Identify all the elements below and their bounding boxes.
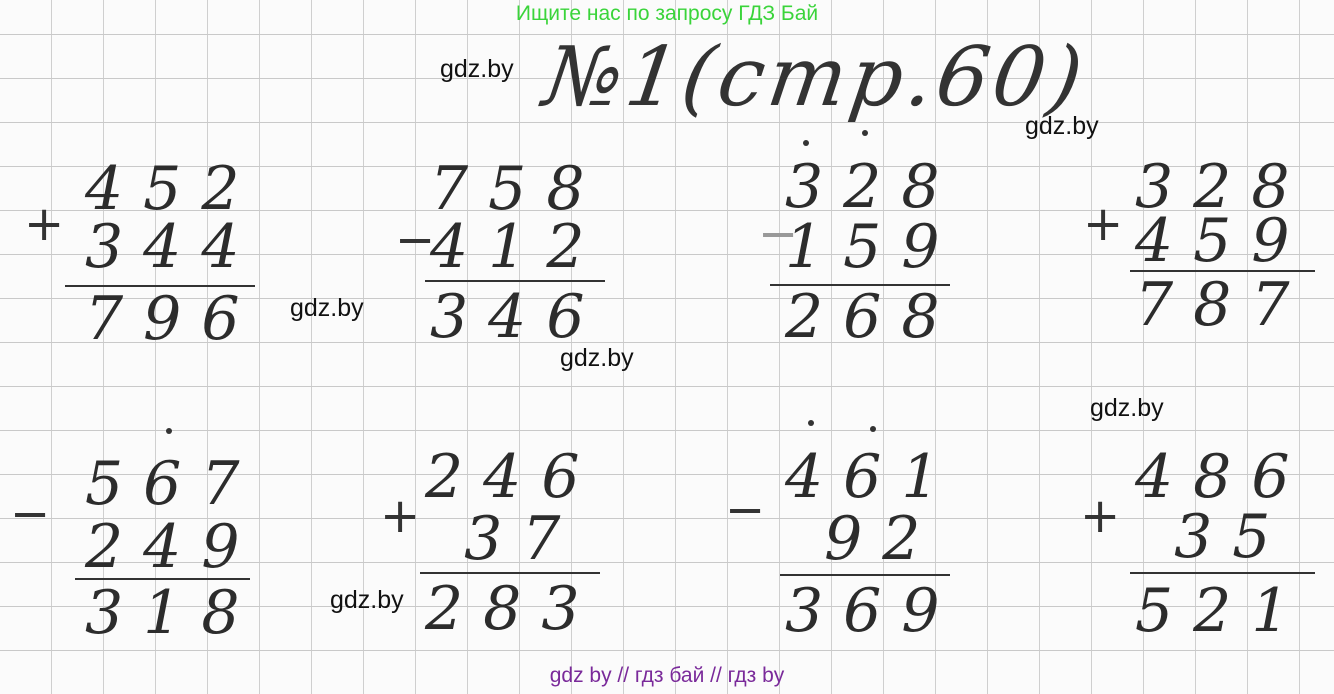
result-line — [425, 280, 605, 282]
watermark: gdz.by — [1090, 394, 1164, 422]
operand-b: 249 — [85, 512, 260, 582]
result: 268 — [785, 282, 960, 352]
result: 521 — [1135, 576, 1310, 646]
plus-sign: + — [1080, 488, 1121, 544]
minus-sign: − — [395, 212, 436, 268]
result: 787 — [1135, 270, 1310, 340]
watermark: gdz.by — [440, 55, 514, 83]
watermark: gdz.by — [330, 586, 404, 614]
borrow-dot — [803, 140, 809, 146]
result: 346 — [430, 282, 605, 352]
operand-a: 567 — [85, 449, 260, 519]
operand-b: 159 — [785, 212, 960, 282]
plus-sign: + — [1083, 196, 1124, 252]
header-banner: Ищите нас по запросу ГДЗ Бай — [515, 2, 819, 25]
plus-sign: + — [24, 196, 65, 252]
operand-a: 486 — [1135, 442, 1310, 512]
borrow-dot — [870, 426, 876, 432]
operand-a: 452 — [85, 154, 260, 224]
borrow-dot — [166, 428, 172, 434]
watermark: gdz.by — [290, 294, 364, 322]
borrow-dot — [808, 420, 814, 426]
operand-a: 461 — [785, 442, 960, 512]
watermark: gdz.by — [1025, 112, 1099, 140]
operand-a: 328 — [1135, 152, 1310, 222]
result-line — [75, 578, 250, 580]
result-line — [780, 574, 950, 576]
operand-b: 459 — [1135, 206, 1310, 276]
operand-b: 35 — [1135, 502, 1291, 572]
watermark: gdz.by — [560, 344, 634, 372]
operand-a: 758 — [430, 154, 605, 224]
minus-sign: − — [725, 482, 766, 538]
operand-b: 37 — [425, 504, 581, 574]
footer-banner: gdz by // гдз бай // гдз by — [549, 664, 785, 687]
result: 318 — [85, 578, 260, 648]
minus-sign: − — [758, 206, 799, 262]
operand-a: 328 — [785, 152, 960, 222]
operand-a: 246 — [425, 442, 600, 512]
exercise-title: №1(стр.60) — [538, 30, 1093, 125]
result-line — [65, 285, 255, 287]
operand-b: 92 — [785, 504, 941, 574]
minus-sign: − — [10, 486, 51, 542]
result: 796 — [85, 284, 260, 354]
result-line — [1130, 270, 1315, 272]
result: 369 — [785, 576, 960, 646]
operand-b: 412 — [430, 212, 605, 282]
result: 283 — [425, 574, 600, 644]
result-line — [420, 572, 600, 574]
plus-sign: + — [380, 488, 421, 544]
operand-b: 344 — [85, 212, 260, 282]
borrow-dot — [862, 130, 868, 136]
result-line — [1130, 572, 1315, 574]
result-line — [770, 284, 950, 286]
